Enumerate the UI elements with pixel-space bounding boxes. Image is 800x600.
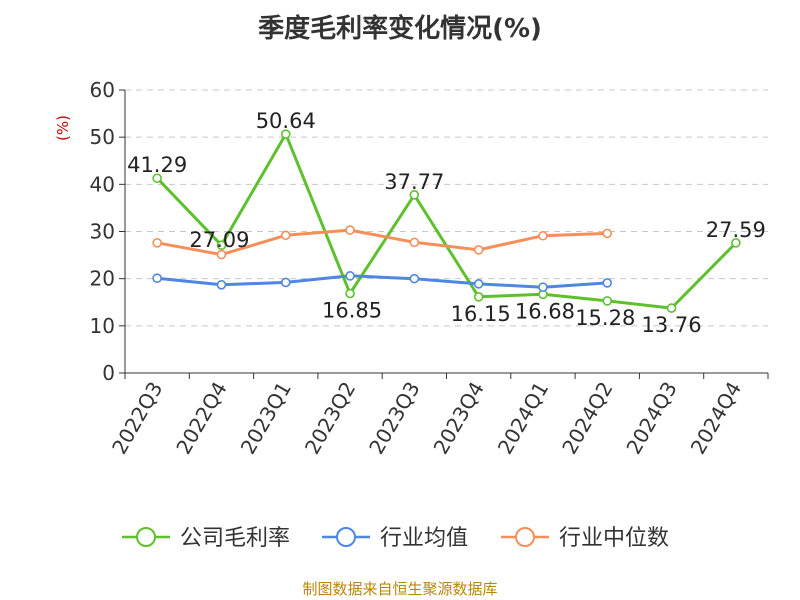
legend-item[interactable]: 行业中位数 [501, 526, 669, 551]
data-label: 16.85 [322, 299, 382, 323]
y-tick-label: 50 [90, 125, 115, 149]
data-labels: 41.29 27.09 50.64 16.85 37.77 16.15 16.68 15.28… [127, 109, 766, 337]
data-point[interactable] [473, 292, 484, 302]
y-tick-label: 30 [90, 220, 115, 244]
data-point[interactable] [345, 271, 355, 281]
y-tick-label: 40 [90, 172, 115, 196]
data-point[interactable] [409, 237, 420, 248]
x-tick-label: 2024Q2 [557, 378, 617, 459]
x-tick-label: 2023Q4 [429, 378, 489, 459]
data-point[interactable] [152, 273, 162, 283]
data-point[interactable] [152, 173, 162, 184]
legend-label: 公司毛利率 [180, 526, 290, 551]
data-point[interactable] [538, 282, 548, 292]
data-label: 50.64 [256, 109, 316, 133]
data-label: 41.29 [127, 153, 187, 177]
data-point[interactable] [216, 249, 227, 260]
legend[interactable]: 公司毛利率 行业均值 行业中位数 [122, 526, 669, 551]
x-tick-label: 2023Q1 [236, 378, 296, 459]
data-label: 13.76 [641, 313, 701, 337]
y-axis-label: (%) [54, 115, 72, 141]
x-tick-label: 2022Q4 [171, 378, 231, 459]
data-point[interactable] [280, 277, 291, 288]
data-label: 37.77 [384, 170, 444, 194]
data-point[interactable] [345, 288, 355, 299]
data-point[interactable] [280, 230, 291, 241]
data-label: 16.15 [451, 302, 511, 326]
data-point[interactable] [152, 238, 162, 248]
series-lines [152, 129, 741, 313]
data-point[interactable] [345, 225, 355, 235]
data-label: 15.28 [575, 306, 635, 330]
data-point[interactable] [473, 279, 484, 289]
data-point[interactable] [538, 230, 548, 241]
data-point[interactable] [216, 240, 227, 251]
data-point[interactable] [409, 273, 420, 284]
legend-label: 行业中位数 [559, 526, 669, 551]
x-tick-label: 2023Q2 [300, 378, 360, 459]
data-point[interactable] [602, 278, 613, 288]
source-note: 制图数据来自恒生聚源数据库 [302, 580, 498, 598]
x-tick-label: 2023Q3 [364, 378, 424, 459]
legend-swatch-marker [136, 527, 156, 547]
data-point[interactable] [602, 296, 613, 306]
data-point[interactable] [731, 238, 741, 248]
data-point[interactable] [473, 245, 484, 255]
grid-lines [125, 89, 768, 327]
legend-swatch-marker [336, 527, 356, 547]
legend-item[interactable]: 行业均值 [322, 526, 468, 551]
data-point[interactable] [280, 129, 291, 139]
data-label: 27.59 [706, 218, 766, 242]
data-label: 27.09 [189, 228, 249, 252]
x-tick-label: 2024Q3 [621, 378, 681, 459]
data-point[interactable] [409, 190, 420, 200]
x-tick-label: 2022Q3 [107, 378, 167, 459]
series-line [156, 228, 608, 257]
data-point[interactable] [216, 279, 227, 290]
data-point[interactable] [666, 303, 677, 313]
y-tick-label: 60 [90, 78, 115, 102]
y-tick-label: 20 [90, 267, 115, 291]
legend-label: 行业均值 [380, 526, 468, 551]
series-line [157, 274, 608, 289]
data-label: 16.68 [515, 299, 575, 323]
legend-item[interactable]: 公司毛利率 [122, 526, 290, 551]
x-tick-label: 2024Q1 [493, 378, 553, 459]
y-tick-label: 10 [90, 314, 115, 338]
y-tick-label: 0 [102, 361, 115, 385]
chart-title: 季度毛利率变化情况(%) [258, 14, 542, 44]
legend-swatch-marker [515, 527, 535, 547]
axes: 0 10 20 30 40 50 60 (%) 2022Q3 2022Q4 2023Q1 2023Q2… [54, 78, 769, 459]
x-tick-label: 2024Q4 [686, 378, 746, 459]
data-point[interactable] [602, 228, 613, 239]
